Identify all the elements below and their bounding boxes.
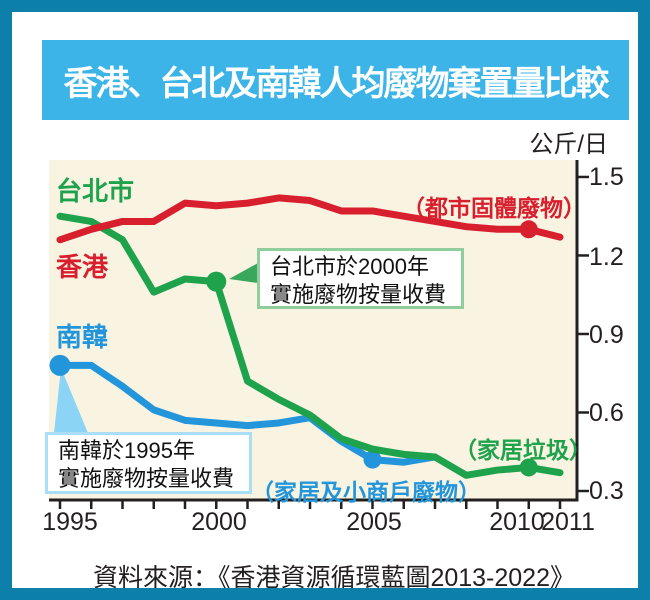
x-tick-label: 1995 <box>42 508 98 536</box>
callout-wedge-korea <box>54 368 88 433</box>
chart-title: 香港、台北及南韓人均廢物棄置量比較 <box>63 64 610 103</box>
data-point-korea-2005 <box>363 450 382 469</box>
y-tick-label: 0.9 <box>589 321 624 349</box>
x-tick-label: 2010 <box>489 508 545 536</box>
callout-wedge-taipei <box>229 263 258 283</box>
annotation-box-taipei-2000: 台北市於2000年 實施廢物按量收費 <box>257 248 464 309</box>
data-point-taipei-2000 <box>206 271 227 292</box>
x-tick-label: 2000 <box>191 508 247 536</box>
y-axis-unit-label: 公斤/日 <box>529 131 608 158</box>
series-sublabel-hongkong: （都市固體廢物） <box>402 195 586 221</box>
x-tick-label: 2011 <box>541 508 595 536</box>
series-label-hongkong: 香港 <box>56 252 109 282</box>
series-label-taipei: 台北市 <box>56 176 135 206</box>
y-tick-label: 0.6 <box>589 399 624 427</box>
source-citation: 資料來源：《香港資源循環藍圖2013-2022》 <box>92 564 575 592</box>
data-point-korea-1995 <box>49 354 71 376</box>
data-point-hk-2010 <box>519 220 538 239</box>
series-sublabel-taipei: （家居垃圾） <box>454 437 592 463</box>
series-label-southkorea: 南韓 <box>56 322 109 352</box>
series-line-taipei <box>56 212 564 479</box>
title-bar: 香港、台北及南韓人均廢物棄置量比較 <box>42 40 629 120</box>
y-tick-label: 0.3 <box>589 477 624 505</box>
annotation-line: 台北市於2000年 <box>270 254 429 279</box>
series-sublabel-southkorea: （家居及小商戶廢物） <box>251 479 481 505</box>
y-tick-label: 1.2 <box>589 243 624 271</box>
annotation-line: 南韓於1995年 <box>58 438 195 463</box>
annotation-line: 實施廢物按量收費 <box>270 282 447 307</box>
annotation-box-korea-1995: 南韓於1995年 實施廢物按量收費 <box>45 432 252 494</box>
series-line-hk <box>56 194 564 244</box>
data-point-taipei-2010 <box>519 458 538 477</box>
y-tick-label: 1.5 <box>589 163 624 191</box>
annotation-line: 實施廢物按量收費 <box>58 466 235 491</box>
x-tick-label: 2005 <box>346 508 402 536</box>
